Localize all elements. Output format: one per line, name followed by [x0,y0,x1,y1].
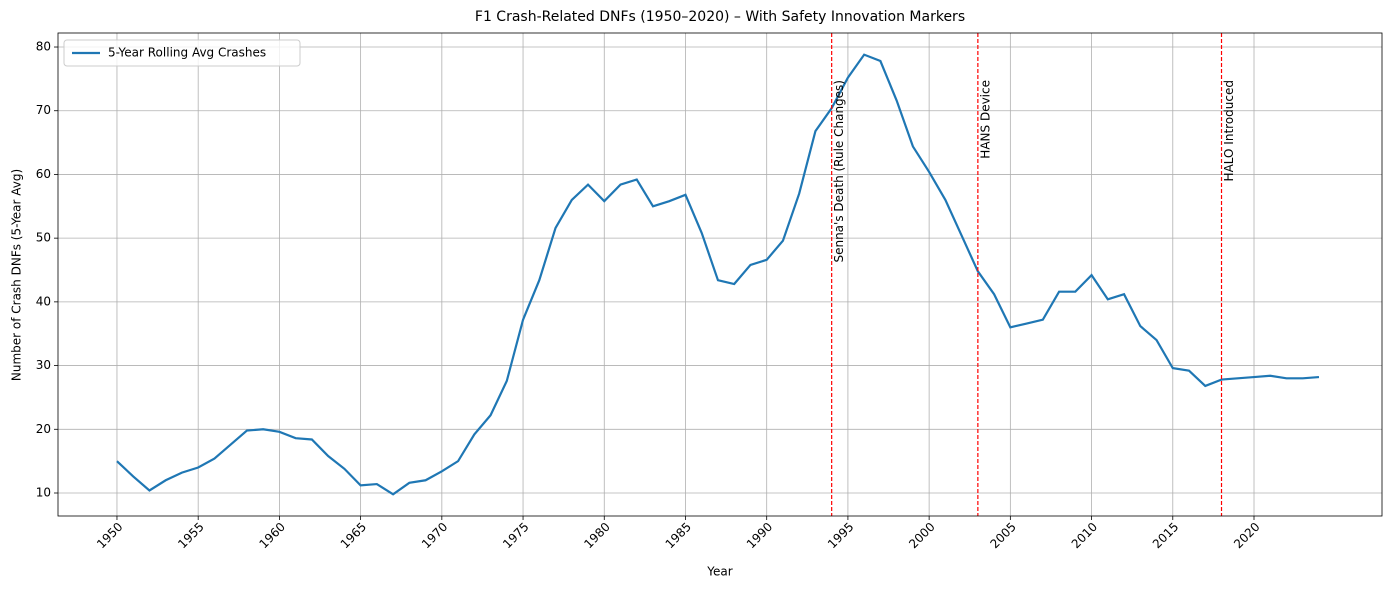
x-tick-label: 1955 [175,520,206,551]
x-tick-label: 1980 [581,520,612,551]
legend: 5-Year Rolling Avg Crashes [63,39,301,67]
x-tick-label: 1965 [338,520,369,551]
y-tick-label: 70 [36,103,51,117]
x-tick-label: 1985 [663,520,694,551]
x-axis-label: Year [706,565,732,579]
y-tick-label: 30 [36,358,51,372]
y-tick-label: 40 [36,294,51,308]
x-tick-label: 1995 [825,520,856,551]
x-tick-label: 1950 [94,520,125,551]
x-tick-label: 1960 [256,520,287,551]
y-tick-label: 50 [36,231,51,245]
data-line [116,53,1320,496]
x-tick-label: 1970 [419,520,450,551]
y-tick-label: 60 [36,167,51,181]
y-axis-label: Number of Crash DNFs (5-Year Avg) [10,169,24,381]
legend-box [63,39,301,67]
marker-label: HANS Device [978,80,992,159]
chart-title: F1 Crash-Related DNFs (1950–2020) – With… [475,9,965,25]
marker-label: Senna's Death (Rule Changes) [832,80,846,263]
y-tick-label: 80 [36,40,51,54]
x-tick-label: 2020 [1231,520,1262,551]
x-tick-label: 1975 [500,520,531,551]
y-tick-label: 10 [36,486,51,500]
x-tick-label: 2000 [906,520,937,551]
x-tick-label: 1990 [744,520,775,551]
marker-label: HALO Introduced [1222,80,1236,181]
legend-label: 5-Year Rolling Avg Crashes [108,46,266,60]
plot-frame [57,32,1383,517]
y-tick-label: 20 [36,422,51,436]
x-tick-label: 2005 [987,520,1018,551]
x-tick-label: 2010 [1069,520,1100,551]
x-tick-label: 2015 [1150,520,1181,551]
